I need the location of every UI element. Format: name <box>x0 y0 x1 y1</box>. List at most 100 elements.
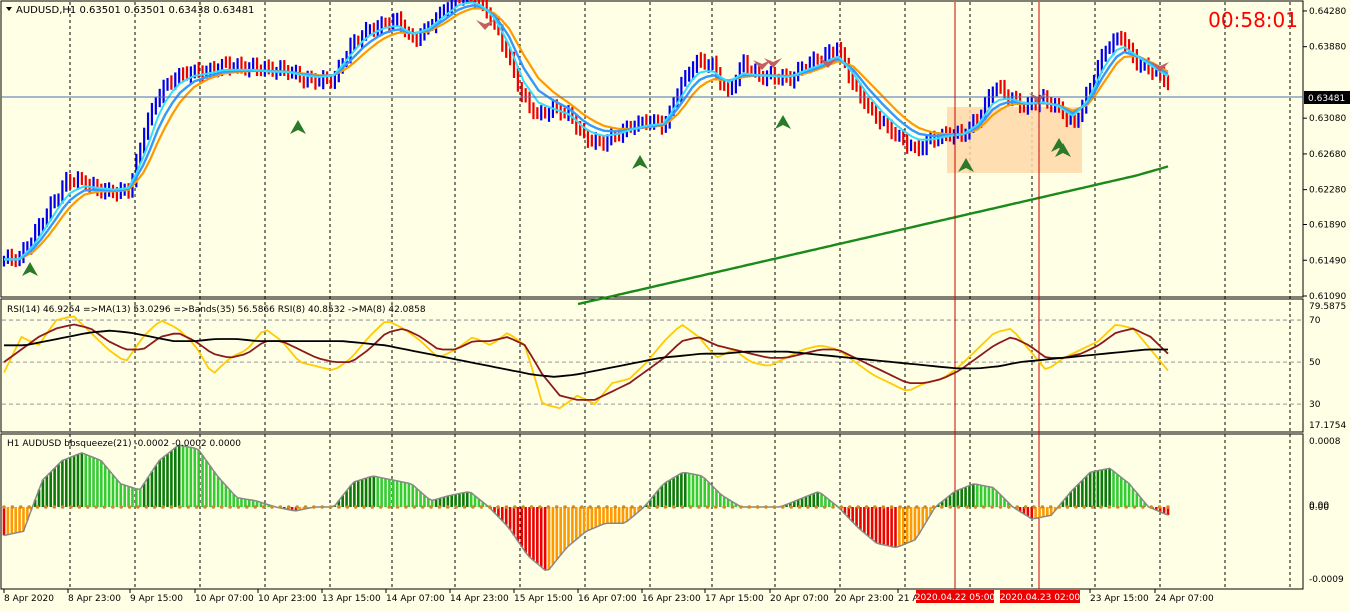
rsi-header: RSI(14) 46.9254 =>MA(13) 53.0296 =>Bands… <box>7 305 426 315</box>
squeeze-dot <box>1149 505 1154 509</box>
rsi-panel-border <box>0 298 1304 433</box>
squeeze-dot <box>764 505 768 509</box>
squeeze-dot <box>772 505 777 509</box>
squeeze-dot <box>839 505 844 509</box>
time-label: 14 Apr 23:00 <box>450 594 509 604</box>
sell-arrow-icon <box>1029 93 1047 103</box>
squeeze-dot <box>663 505 668 509</box>
rsi-series <box>3 315 1169 410</box>
price-label: 0.61490 <box>1309 256 1346 266</box>
squeeze-dot <box>10 505 15 509</box>
time-label: 24 Apr 07:00 <box>1155 594 1214 604</box>
squeeze-dot <box>169 505 174 509</box>
squeeze-dot <box>136 505 140 509</box>
squeeze-dot <box>85 505 90 509</box>
squeeze-dot <box>44 505 48 509</box>
squeeze-level-label: 0.00 <box>1309 501 1329 511</box>
squeeze-dot <box>655 505 659 509</box>
rsi-level-label: 79.5875 <box>1309 302 1346 312</box>
squeeze-dot <box>580 505 584 509</box>
squeeze-outline <box>3 444 1169 571</box>
squeeze-dot <box>647 505 651 509</box>
time-label: 16 Apr 07:00 <box>578 594 637 604</box>
signal-arrows <box>22 20 1169 276</box>
squeeze-dot <box>1124 505 1128 509</box>
squeeze-dot <box>211 505 216 509</box>
squeeze-dot <box>1099 505 1103 509</box>
squeeze-dot <box>362 505 366 509</box>
time-label: 8 Apr 2020 <box>4 594 54 604</box>
current-price-tag-bg <box>1304 91 1350 104</box>
squeeze-dot <box>77 505 82 509</box>
squeeze-dot <box>898 505 902 509</box>
squeeze-dot <box>1107 505 1112 509</box>
squeeze-dot <box>822 505 827 509</box>
squeeze-dot <box>1015 505 1020 509</box>
time-label: 16 Apr 23:00 <box>642 594 701 604</box>
squeeze-dot <box>27 505 31 509</box>
rsi-ma8-line <box>3 323 1169 401</box>
sell-arrow-icon <box>764 58 782 68</box>
time-label: 13 Apr 15:00 <box>322 594 381 604</box>
rsi-level-label: 30 <box>1309 400 1321 410</box>
squeeze-dot <box>931 505 936 509</box>
time-label: 17 Apr 15:00 <box>705 594 764 604</box>
main-header: AUDUSD,H1 0.63501 0.63501 0.63438 0.6348… <box>6 5 1298 32</box>
squeeze-dot <box>18 505 23 509</box>
time-marker-2: 2020.04.23 02:00 <box>1000 593 1081 603</box>
squeeze-dot <box>446 505 450 509</box>
ma-slow-line <box>4 7 1169 261</box>
time-label: 10 Apr 07:00 <box>195 594 254 604</box>
squeeze-dot <box>814 505 819 509</box>
squeeze-dot <box>303 505 308 509</box>
price-series <box>2 0 1170 306</box>
squeeze-dot <box>429 505 433 509</box>
squeeze-dot <box>630 505 634 509</box>
squeeze-histogram <box>2 444 1170 571</box>
squeeze-dot <box>1090 505 1095 509</box>
squeeze-dot <box>596 505 601 509</box>
squeeze-dot <box>253 505 258 509</box>
squeeze-dot <box>437 505 442 509</box>
squeeze-dot <box>797 505 802 509</box>
squeeze-dot <box>1157 505 1162 509</box>
squeeze-dot <box>219 505 224 509</box>
buy-arrow-icon <box>958 158 974 172</box>
price-label: 0.62680 <box>1309 150 1346 160</box>
time-marker-2-bg <box>1000 590 1080 603</box>
squeeze-dot <box>35 505 40 509</box>
squeeze-dot <box>914 505 919 509</box>
collapse-triangle-icon[interactable] <box>6 7 12 11</box>
squeeze-dot <box>395 505 400 509</box>
squeeze-dot <box>52 505 57 509</box>
squeeze-dot <box>178 505 182 509</box>
squeeze-dot <box>672 505 676 509</box>
squeeze-dot <box>471 505 475 509</box>
squeeze-dot <box>462 505 467 509</box>
buy-arrow-icon <box>632 155 648 169</box>
candle-timer: 00:58:01 <box>1208 8 1298 32</box>
squeeze-dot <box>487 505 492 509</box>
squeeze-dot <box>990 505 994 509</box>
squeeze-dot <box>111 505 115 509</box>
squeeze-dot <box>538 505 542 509</box>
rsi-ma13-line <box>4 329 1168 378</box>
squeeze-dot <box>261 505 266 509</box>
squeeze-dot <box>956 505 961 509</box>
squeeze-level-label: 0.0008 <box>1309 437 1341 447</box>
time-axis: 8 Apr 2020 8 Apr 23:00 9 Apr 15:00 10 Apr 0… <box>3 589 1214 604</box>
price-label: 0.64280 <box>1309 7 1346 17</box>
squeeze-dot <box>320 505 325 509</box>
squeeze-dot <box>1074 505 1078 509</box>
squeeze-dot <box>370 505 375 509</box>
time-label: 14 Apr 07:00 <box>386 594 445 604</box>
time-label: 20 Apr 23:00 <box>835 594 894 604</box>
squeeze-dot <box>621 505 626 509</box>
squeeze-dot <box>613 505 618 509</box>
buy-arrow-icon <box>775 115 791 129</box>
squeeze-dot <box>529 505 534 509</box>
squeeze-dot <box>864 505 869 509</box>
rsi-level-label: 17.1754 <box>1309 421 1346 431</box>
